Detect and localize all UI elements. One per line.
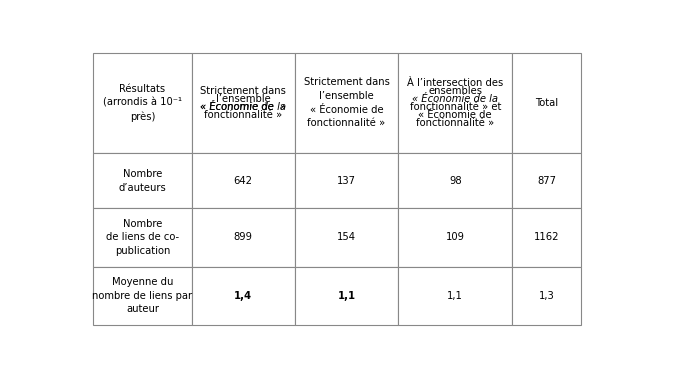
Bar — [398, 266, 512, 325]
Text: Strictement dans
l’ensemble
« Économie de
fonctionnalité »: Strictement dans l’ensemble « Économie d… — [304, 77, 389, 128]
Text: « Économie de la: « Économie de la — [412, 94, 498, 104]
Text: Total: Total — [535, 98, 558, 108]
Bar — [295, 53, 398, 153]
Text: ensembles: ensembles — [428, 86, 482, 96]
Text: 877: 877 — [537, 176, 556, 186]
Text: 109: 109 — [446, 232, 464, 242]
Bar — [192, 266, 295, 325]
Text: 642: 642 — [234, 176, 252, 186]
Text: « Économie de la: « Économie de la — [200, 102, 286, 112]
Bar — [295, 208, 398, 266]
Text: 154: 154 — [337, 232, 356, 242]
Text: « Économie de: « Économie de — [419, 110, 492, 120]
Text: 1,1: 1,1 — [337, 291, 356, 301]
Text: Résultats
(arrondis à 10⁻¹
près): Résultats (arrondis à 10⁻¹ près) — [103, 84, 182, 122]
Text: fonctionnalité » et: fonctionnalité » et — [410, 102, 501, 112]
Text: 899: 899 — [234, 232, 252, 242]
Bar — [94, 153, 192, 208]
Bar — [512, 53, 581, 153]
Text: À l’intersection des: À l’intersection des — [407, 78, 503, 88]
Bar — [94, 266, 192, 325]
Text: Nombre
de liens de co-
publication: Nombre de liens de co- publication — [106, 219, 179, 256]
Bar — [192, 153, 295, 208]
Text: 1162: 1162 — [534, 232, 560, 242]
Text: 1,1: 1,1 — [447, 291, 463, 301]
Text: Nombre
d’auteurs: Nombre d’auteurs — [118, 169, 166, 192]
Text: fonctionnalité »: fonctionnalité » — [204, 110, 282, 120]
Bar — [94, 53, 192, 153]
Bar — [295, 266, 398, 325]
Text: fonctionnalité »: fonctionnalité » — [416, 118, 495, 128]
Bar — [295, 153, 398, 208]
Bar — [398, 153, 512, 208]
Text: l’ensemble: l’ensemble — [216, 94, 271, 104]
Text: Strictement dans: Strictement dans — [200, 86, 286, 96]
Text: 1,4: 1,4 — [234, 291, 252, 301]
Bar — [94, 208, 192, 266]
Bar — [512, 266, 581, 325]
Bar — [398, 53, 512, 153]
Text: Moyenne du
nombre de liens par
auteur: Moyenne du nombre de liens par auteur — [92, 277, 193, 314]
Bar — [512, 153, 581, 208]
Text: « Économie de  »: « Économie de » — [200, 102, 287, 112]
Bar — [512, 208, 581, 266]
Text: 1,3: 1,3 — [539, 291, 555, 301]
Bar — [192, 53, 295, 153]
Bar — [398, 208, 512, 266]
Text: 98: 98 — [449, 176, 462, 186]
Bar — [192, 208, 295, 266]
Text: 137: 137 — [337, 176, 356, 186]
